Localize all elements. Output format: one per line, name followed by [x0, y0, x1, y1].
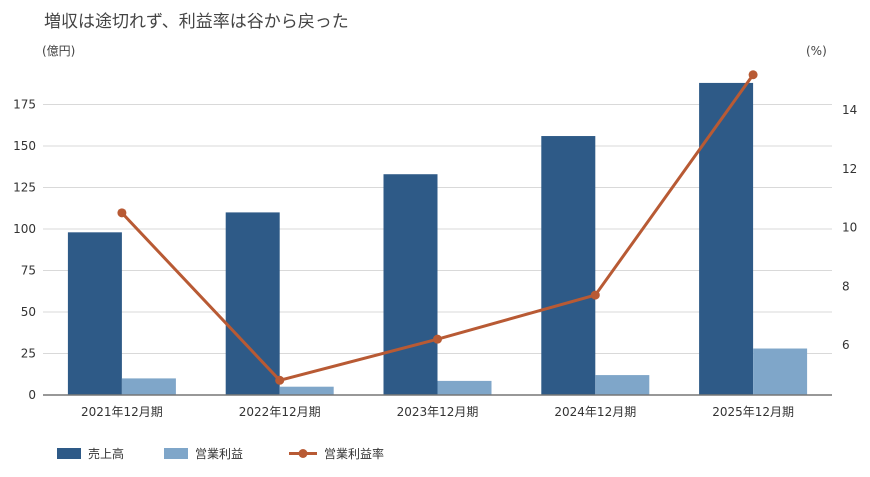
y-right-unit-label: (%) [806, 44, 827, 58]
chart-title: 増収は途切れず、利益率は谷から戻った [44, 12, 349, 32]
axes: 0 25 50 75 100 125 150 175 6 8 10 12 14 2021年12月期 2022… [13, 98, 857, 420]
y-right-tick-label: 6 [842, 338, 850, 352]
x-tick-label: 2024年12月期 [554, 405, 636, 419]
operating-margin-point [117, 208, 127, 218]
bar-operating-profit [595, 375, 650, 395]
y-left-unit-label: (億円) [42, 44, 75, 58]
bar-operating-profit [279, 386, 334, 395]
y-right-tick-label: 8 [842, 279, 850, 293]
y-right-tick-label: 10 [842, 221, 857, 235]
bar-sales [225, 212, 280, 395]
x-tick-label: 2023年12月期 [397, 405, 479, 419]
bar-operating-profit [437, 380, 492, 395]
legend: 売上高 営業利益 営業利益率 [57, 446, 384, 461]
bar-marks [67, 82, 808, 396]
y-left-tick-label: 175 [13, 98, 36, 112]
x-tick-label: 2022年12月期 [239, 405, 321, 419]
bar-sales [67, 232, 122, 395]
operating-margin-point [748, 70, 758, 80]
y-left-tick-label: 0 [28, 388, 36, 402]
x-tick-label: 2025年12月期 [712, 405, 794, 419]
legend-swatch [57, 448, 81, 459]
y-right-tick-label: 14 [842, 103, 857, 117]
operating-margin-point [433, 334, 442, 344]
bar-sales [383, 174, 438, 395]
legend-label: 営業利益率 [324, 446, 384, 461]
legend-swatch-marker [298, 449, 308, 458]
y-left-tick-label: 25 [21, 347, 36, 361]
legend-label: 営業利益 [195, 447, 243, 461]
y-right-tick-label: 12 [842, 162, 857, 176]
legend-swatch [164, 448, 188, 459]
y-left-tick-label: 50 [21, 305, 36, 319]
legend-label: 売上高 [88, 446, 124, 461]
y-left-tick-label: 100 [13, 222, 36, 236]
line-series [117, 70, 758, 385]
bar-operating-profit [121, 378, 176, 395]
y-left-tick-label: 150 [13, 139, 36, 153]
y-left-tick-label: 125 [13, 181, 36, 195]
operating-margin-point [590, 290, 600, 300]
bar-sales [699, 82, 754, 396]
y-left-tick-label: 75 [21, 264, 36, 278]
bar-operating-profit [753, 348, 808, 395]
bar-sales [541, 136, 596, 396]
x-tick-label: 2021年12月期 [81, 405, 163, 419]
operating-margin-point [275, 375, 285, 385]
